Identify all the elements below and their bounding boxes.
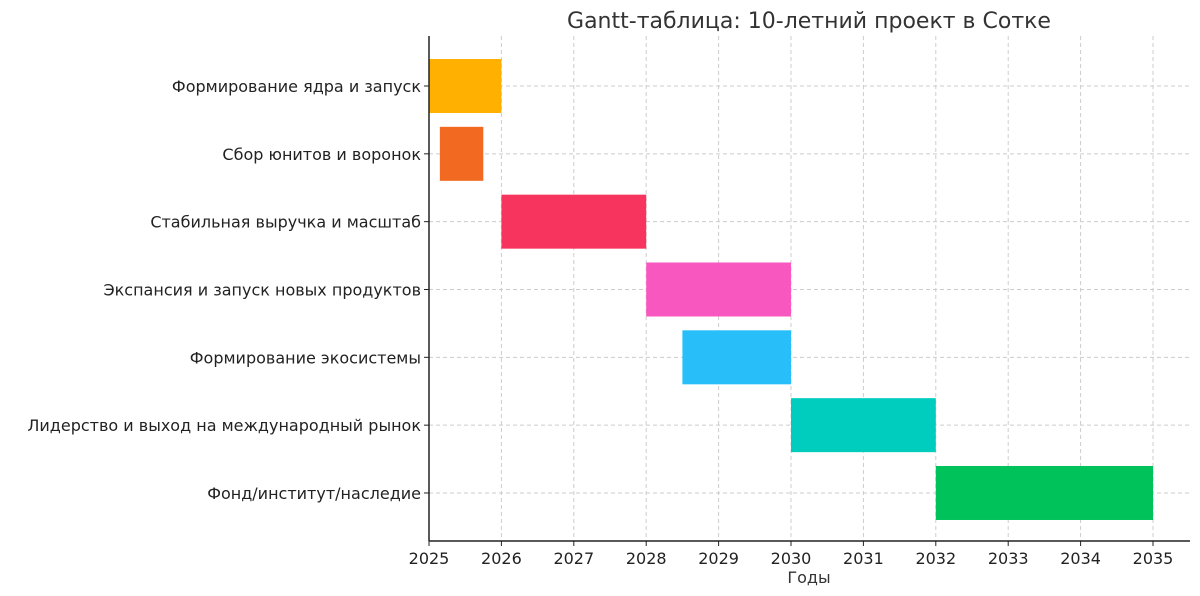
- x-tick-label: 2034: [1060, 549, 1101, 568]
- task-label: Стабильная выручка и масштаб: [150, 213, 421, 232]
- x-tick-label: 2028: [626, 549, 667, 568]
- gantt-bar: [646, 262, 791, 317]
- gantt-bar: [439, 126, 484, 181]
- gantt-bar: [429, 59, 502, 113]
- gantt-bar: [682, 330, 791, 385]
- x-tick-label: 2032: [915, 549, 956, 568]
- x-tick-label: 2029: [698, 549, 739, 568]
- x-tick-label: 2030: [771, 549, 812, 568]
- task-label: Фонд/институт/наследие: [207, 484, 421, 503]
- x-tick-label: 2035: [1133, 549, 1174, 568]
- x-tick-label: 2031: [843, 549, 884, 568]
- chart-title: Gantt-таблица: 10-летний проект в Сотке: [567, 9, 1051, 34]
- x-tick-label: 2033: [988, 549, 1029, 568]
- axes-layer: [424, 36, 1190, 546]
- x-axis-label: Годы: [787, 568, 830, 587]
- task-label: Формирование ядра и запуск: [172, 77, 421, 96]
- x-tick-label: 2027: [553, 549, 594, 568]
- task-label: Лидерство и выход на международный рынок: [27, 416, 421, 435]
- grid-layer: [428, 36, 1190, 541]
- task-label: Формирование экосистемы: [190, 348, 421, 367]
- x-tick-label: 2025: [409, 549, 450, 568]
- labels-layer: 2025 2026 2027 2028 2029 2030 2031 2032 2033 2034…: [27, 77, 1173, 568]
- gantt-bar: [791, 398, 936, 453]
- x-tick-label: 2026: [481, 549, 522, 568]
- task-label: Экспансия и запуск новых продуктов: [103, 280, 421, 299]
- bars-layer: [429, 59, 1153, 520]
- gantt-bar: [935, 465, 1153, 520]
- gantt-bar: [501, 194, 647, 249]
- task-label: Сбор юнитов и воронок: [222, 145, 421, 164]
